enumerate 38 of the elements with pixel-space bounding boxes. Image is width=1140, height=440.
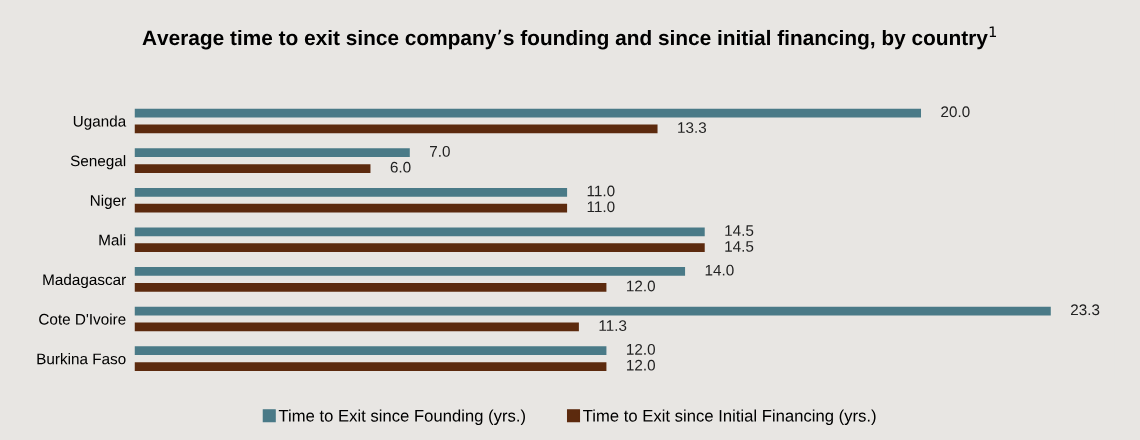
- data-label: 14.5: [725, 241, 754, 252]
- legend-label: Time to Exit since Founding (yrs.): [278, 409, 525, 425]
- data-label: 20.0: [941, 106, 970, 118]
- y-tick-label: Uganda: [73, 115, 127, 130]
- bar: [134, 124, 658, 134]
- bar: [134, 306, 1051, 316]
- y-tick-label: Cote D'Ivoire: [39, 313, 126, 325]
- data-label: 13.3: [678, 122, 707, 134]
- data-label: 11.0: [587, 185, 615, 197]
- bar: [134, 203, 568, 213]
- data-label: 14.0: [705, 264, 734, 276]
- y-tick-label: Burkina Faso: [37, 353, 126, 365]
- legend-label: Time to Exit since Initial Financing (yrs.): [583, 409, 876, 425]
- bar: [134, 322, 579, 332]
- bar: [134, 187, 568, 197]
- data-label: 12.0: [627, 343, 655, 355]
- data-label: 12.0: [627, 280, 655, 292]
- data-label: 6.0: [390, 161, 411, 173]
- bar: [134, 346, 607, 356]
- data-label: 14.5: [725, 225, 754, 236]
- bar: [134, 164, 371, 173]
- bar: [134, 362, 607, 371]
- y-tick-label: Mali: [99, 234, 126, 246]
- data-label: 12.0: [627, 359, 655, 371]
- chart-title: Average time to exit since company’s founding and since initial financing, by country$^{1}$: [142, 26, 997, 50]
- bar: [134, 148, 410, 158]
- data-label: 11.0: [587, 201, 615, 213]
- bar: [134, 282, 607, 292]
- y-tick-label: Senegal: [70, 155, 126, 170]
- bar: [134, 267, 686, 276]
- y-tick-label: Niger: [90, 194, 126, 209]
- data-label: 23.3: [1070, 304, 1100, 316]
- bar: [134, 243, 705, 253]
- bar: [134, 227, 705, 237]
- bar: [134, 108, 922, 118]
- data-label: 7.0: [430, 145, 450, 157]
- data-label: 11.3: [599, 320, 627, 332]
- y-tick-label: Madagascar: [43, 273, 126, 289]
